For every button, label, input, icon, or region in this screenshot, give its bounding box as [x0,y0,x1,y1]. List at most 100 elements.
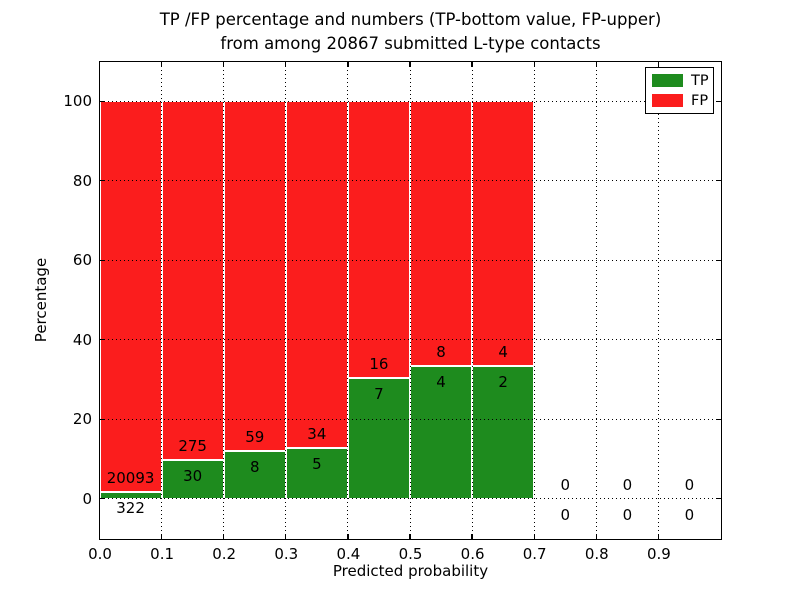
fp-count-label: 4 [498,343,508,362]
tick-mark [533,61,535,67]
y-tick-label: 60 [72,251,92,270]
chart-title-line2: from among 20867 submitted L-type contac… [220,34,601,53]
chart-title-line1: TP /FP percentage and numbers (TP-bottom… [159,10,662,29]
fp-count-label: 8 [436,343,446,362]
bar-fp-segment [410,101,473,367]
tick-mark [595,61,597,67]
tick-mark [715,498,721,500]
y-tick-label: 20 [72,410,92,429]
tick-mark [657,61,660,67]
gridline [99,259,721,261]
bar-fp-segment [347,101,410,378]
x-tick-label: 0.0 [88,545,112,563]
tp-count-label: 0 [684,505,695,524]
fp-count-label: 0 [560,475,571,494]
tp-count-label: 322 [116,499,145,518]
tp-swatch [652,74,683,87]
y-tick-label: 0 [82,489,92,508]
gridline [347,61,349,539]
tick-mark [99,180,105,182]
bar-fp-segment [99,101,162,493]
tp-count-label: 4 [436,373,446,392]
bar-fp-segment [223,101,286,452]
gridline [99,498,721,500]
bar-fp-segment [161,101,224,460]
legend-label: FP [691,92,709,109]
gridline [657,61,659,539]
fp-count-label: 34 [307,424,327,443]
fp-count-label: 20093 [106,469,155,488]
tick-mark [99,498,105,500]
tp-count-label: 2 [498,373,508,392]
legend: TP FP [645,67,714,114]
legend-item-tp: TP [652,71,709,91]
legend-item-fp: FP [652,91,709,111]
gridline [161,61,163,539]
x-tick-label: 0.4 [336,545,361,563]
tick-mark [285,533,287,539]
tick-mark [347,61,349,67]
gridline [285,61,287,539]
tick-mark [533,533,535,539]
tick-mark [715,259,721,261]
x-axis-label: Predicted probability [332,562,489,580]
tick-mark [715,100,721,102]
tick-mark [99,418,105,420]
tp-count-label: 30 [183,466,203,485]
tick-mark [409,533,411,539]
bar-fp-segment [472,101,535,367]
tp-count-label: 5 [312,454,322,473]
fp-count-label: 0 [684,475,695,494]
tick-mark [471,533,473,539]
x-tick-label: 0.3 [274,545,299,563]
gridline [99,100,721,102]
gridline [99,339,721,341]
tick-mark [160,61,163,67]
gridline [595,61,597,539]
tick-mark [595,533,597,539]
x-tick-label: 0.9 [646,545,671,563]
fp-count-label: 59 [245,428,265,447]
x-tick-label: 0.5 [398,545,423,563]
x-tick-label: 0.2 [212,545,237,563]
tick-mark [99,100,105,102]
bar-tp-segment [347,377,410,499]
gridline [99,180,721,182]
x-tick-label: 0.1 [150,545,175,563]
tick-mark [99,339,105,341]
x-tick-label: 0.6 [460,545,485,563]
bar-tp-segment [472,366,535,499]
tp-count-label: 8 [249,458,260,477]
gridline [533,61,535,539]
tick-mark [471,61,473,67]
tick-mark [99,259,105,261]
tick-mark [160,533,163,539]
bar-fp-segment [285,101,348,448]
tick-mark [98,61,101,67]
tick-mark [98,533,101,539]
tick-mark [715,339,721,341]
tick-mark [409,61,411,67]
y-tick-label: 80 [72,171,92,190]
tp-count-label: 0 [560,505,571,524]
gridline [471,61,473,539]
x-tick-label: 0.8 [584,545,609,563]
tp-count-label: 0 [622,505,633,524]
gridline [99,418,721,420]
fp-count-label: 275 [178,436,207,455]
tick-mark [715,180,721,182]
bar-tp-segment [99,492,162,499]
tp-count-label: 7 [374,384,384,403]
fp-count-label: 16 [369,354,389,373]
bar-tp-segment [161,459,224,499]
fp-count-label: 0 [622,475,633,494]
gridline [409,61,411,539]
tick-mark [657,533,660,539]
y-tick-label: 100 [63,92,92,111]
plot-area: 20093 322 275 30 59 8 34 5 16 7 8 4 4 2 0 0 0 0 0 0 [98,60,722,540]
legend-label: TP [691,72,709,89]
y-axis-label: Percentage [32,257,50,343]
tick-mark [223,533,225,539]
tick-mark [223,61,225,67]
